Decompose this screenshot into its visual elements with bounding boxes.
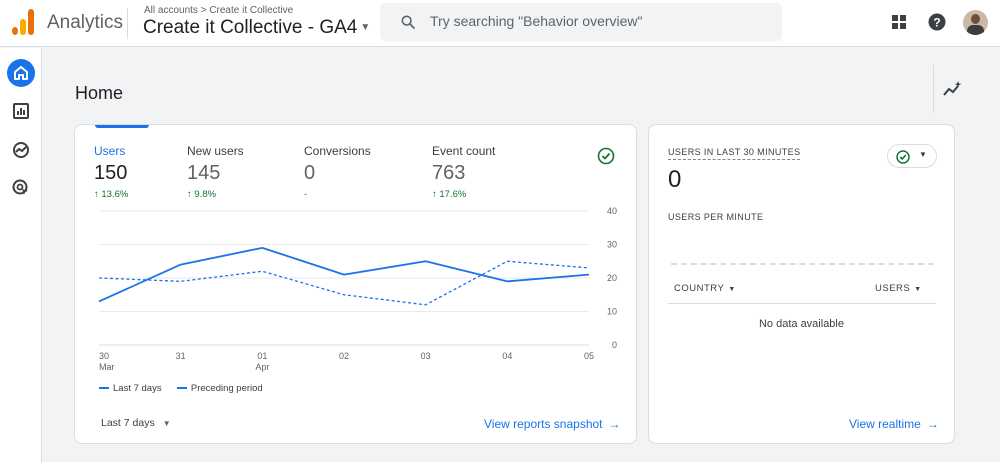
metric-label: New users [187, 144, 244, 158]
metric-delta: ↑ 9.8% [187, 189, 244, 200]
top-bar: Analytics All accounts > Create it Colle… [0, 0, 1000, 47]
table-divider [668, 303, 936, 304]
column-label: COUNTRY [674, 283, 725, 294]
series-line-preceding-period [98, 260, 590, 306]
empty-state: No data available [758, 318, 844, 330]
view-reports-snapshot-link[interactable]: View reports snapshot → [484, 417, 621, 431]
home-icon [14, 66, 28, 80]
link-label: View realtime [849, 417, 921, 431]
y-tick-label: 30 [607, 240, 617, 250]
caret-down-icon: ▼ [914, 286, 922, 293]
arrow-right-icon: → [608, 417, 621, 431]
y-tick-label: 10 [607, 307, 617, 317]
users-per-minute-label: USERS PER MINUTE [668, 212, 764, 222]
x-tick-label: 30 [99, 351, 109, 361]
search-icon [401, 15, 415, 29]
avatar[interactable] [963, 10, 988, 35]
legend-solid-swatch [99, 387, 109, 390]
date-range-label: Last 7 days [101, 417, 155, 429]
y-tick-label: 0 [612, 340, 617, 350]
property-name: Create it Collective - GA4 [143, 17, 358, 38]
x-tick-label: 02 [339, 351, 349, 361]
link-label: View reports snapshot [484, 417, 603, 431]
app-name: Analytics [47, 12, 124, 33]
x-tick-label: 04 [502, 351, 512, 361]
column-users[interactable]: USERS ▼ [875, 283, 922, 294]
metric-users[interactable]: Users 150 ↑ 13.6% [94, 144, 128, 200]
data-quality-check-icon[interactable] [596, 146, 616, 166]
metric-value: 145 [187, 162, 221, 184]
chart-legend: Last 7 days Preceding period [99, 383, 263, 394]
caret-down-icon: ▼ [919, 150, 927, 159]
column-label: USERS [875, 283, 911, 294]
x-tick-sublabel: Mar [99, 362, 115, 372]
y-tick-label: 20 [607, 273, 617, 283]
x-tick-label: 05 [584, 351, 594, 361]
x-tick-label: 01 [257, 351, 267, 361]
metric-delta-value: 17.6% [439, 189, 467, 200]
realtime-label[interactable]: USERS IN LAST 30 MINUTES [668, 147, 801, 160]
insights-icon[interactable] [942, 80, 962, 105]
metric-delta: ↑ 17.6% [432, 189, 495, 200]
per-minute-placeholder [671, 263, 934, 265]
nav-advertising[interactable] [7, 174, 35, 202]
side-nav [0, 48, 42, 462]
bar-chart-icon [13, 103, 29, 119]
nav-home[interactable] [7, 59, 35, 87]
metric-delta: - [304, 189, 308, 200]
divider [933, 65, 934, 113]
metric-label: Event count [432, 144, 496, 158]
help-icon[interactable]: ? [927, 12, 947, 32]
y-tick-label: 40 [607, 206, 617, 216]
metric-delta-value: 9.8% [194, 189, 217, 200]
nav-explore[interactable] [7, 136, 35, 164]
target-cursor-icon [12, 179, 28, 195]
metric-value: 0 [304, 162, 316, 184]
arrow-right-icon: → [926, 417, 939, 431]
metric-label: Users [94, 144, 126, 158]
view-realtime-link[interactable]: View realtime → [849, 417, 939, 431]
analytics-logo-icon[interactable] [12, 9, 34, 35]
metric-value: 763 [432, 162, 466, 184]
search-box[interactable]: Try searching "Behavior overview" [380, 3, 782, 41]
x-tick-sublabel: Apr [255, 362, 269, 372]
divider [127, 8, 128, 39]
metric-label: Conversions [304, 144, 371, 158]
column-country[interactable]: COUNTRY ▼ [674, 283, 736, 294]
arrow-up-icon: ↑ [187, 189, 192, 200]
x-tick-label: 03 [421, 351, 431, 361]
realtime-check-dropdown[interactable]: ▼ [887, 144, 937, 168]
date-range-selector[interactable]: Last 7 days ▼ [101, 417, 171, 429]
page-title: Home [75, 83, 124, 103]
nav-reports[interactable] [7, 97, 35, 125]
svg-text:?: ? [933, 16, 940, 30]
legend-previous: Preceding period [190, 383, 263, 394]
property-selector[interactable]: Create it Collective - GA4 ▼ [143, 17, 370, 39]
search-input[interactable]: Try searching "Behavior overview" [430, 13, 643, 29]
metric-new-users[interactable]: New users 145 ↑ 9.8% [187, 144, 244, 200]
caret-down-icon: ▼ [162, 419, 171, 428]
realtime-value: 0 [668, 166, 682, 193]
legend-dashed-swatch [176, 387, 187, 390]
apps-grid-icon[interactable] [889, 12, 909, 32]
overview-card: Users 150 ↑ 13.6% New users 145 ↑ 9.8% C… [74, 124, 637, 444]
metric-conversions[interactable]: Conversions 0 - [304, 144, 371, 200]
selected-tab-indicator [95, 125, 149, 128]
legend-current: Last 7 days [113, 383, 162, 394]
metric-delta-value: 13.6% [101, 189, 129, 200]
metric-event-count[interactable]: Event count 763 ↑ 17.6% [432, 144, 495, 200]
caret-down-icon: ▼ [360, 22, 371, 34]
metric-delta: ↑ 13.6% [94, 189, 128, 200]
metric-value: 150 [94, 162, 128, 184]
breadcrumb[interactable]: All accounts > Create it Collective [144, 5, 294, 16]
check-circle-icon [896, 150, 910, 164]
caret-down-icon: ▼ [728, 286, 736, 293]
realtime-card: USERS IN LAST 30 MINUTES ▼ 0 USERS PER M… [648, 124, 955, 444]
series-line-last-7-days [98, 246, 590, 303]
x-tick-label: 31 [176, 351, 186, 361]
arrow-up-icon: ↑ [432, 189, 437, 200]
explore-icon [13, 142, 29, 158]
arrow-up-icon: ↑ [94, 189, 99, 200]
